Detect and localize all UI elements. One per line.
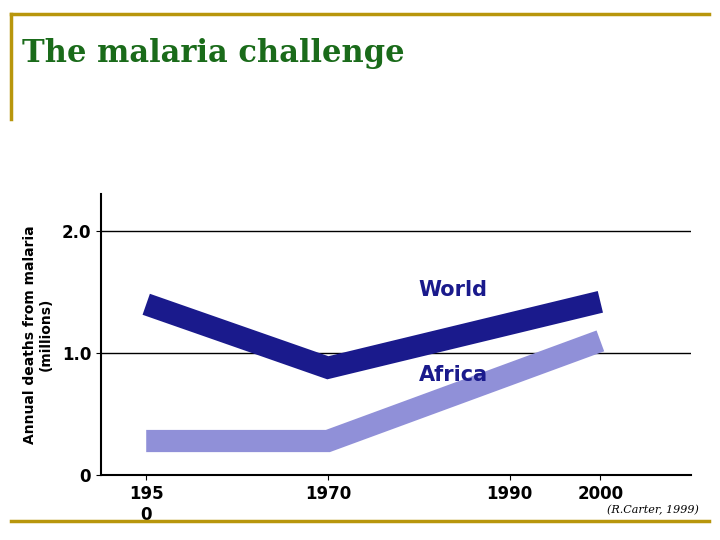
Text: The malaria challenge: The malaria challenge [22, 38, 404, 69]
Y-axis label: Annual deaths from malaria
(millions): Annual deaths from malaria (millions) [23, 226, 53, 444]
Text: World: World [419, 280, 487, 300]
Text: (R.Carter, 1999): (R.Carter, 1999) [606, 505, 698, 516]
Text: Africa: Africa [419, 365, 488, 385]
